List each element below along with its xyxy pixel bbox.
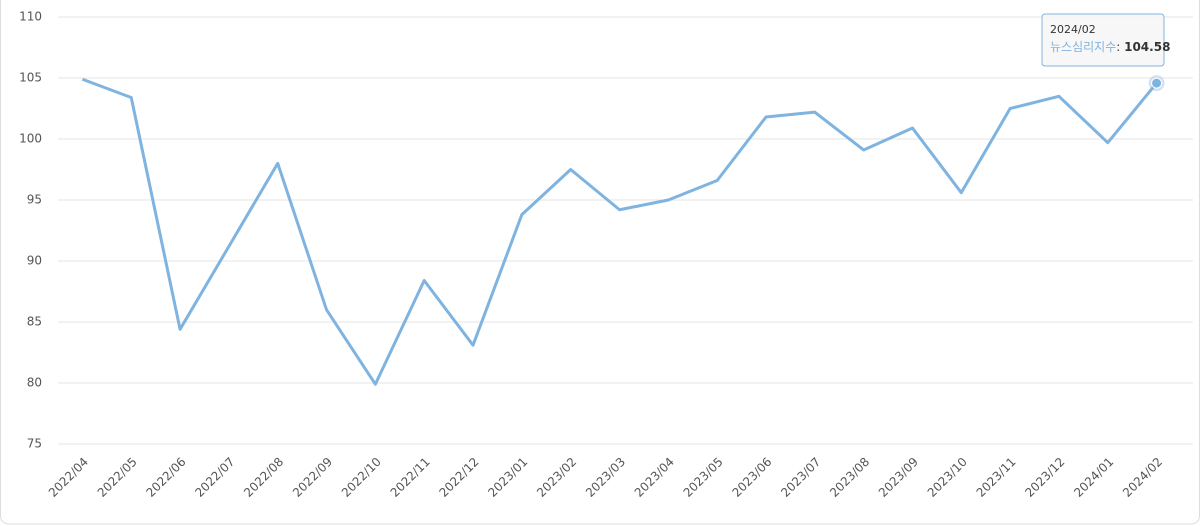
- y-tick-label: 105: [19, 71, 42, 85]
- tooltip-title: 2024/02: [1050, 23, 1096, 36]
- x-tick-label: 2023/12: [1022, 455, 1067, 500]
- x-tick-label: 2023/09: [876, 455, 921, 500]
- x-tick-label: 2023/01: [485, 455, 530, 500]
- x-tick-label: 2022/05: [95, 455, 140, 500]
- y-tick-label: 80: [27, 376, 42, 390]
- x-tick-label: 2022/09: [290, 455, 335, 500]
- tooltip-row: 뉴스심리지수: 104.58: [1050, 40, 1170, 54]
- x-tick-label: 2023/04: [632, 455, 677, 500]
- data-line: [81, 77, 1158, 386]
- x-tick-label: 2022/08: [241, 455, 286, 500]
- tooltip-sep: :: [1116, 40, 1124, 54]
- tooltip-series: 뉴스심리지수: [1050, 40, 1116, 54]
- x-tick-label: 2023/08: [827, 455, 872, 500]
- tooltip-box: [1041, 13, 1165, 67]
- y-tick-label: 95: [27, 193, 42, 207]
- y-tick-label: 85: [27, 315, 42, 329]
- y-tick-label: 100: [19, 132, 42, 146]
- x-tick-label: 2024/01: [1071, 455, 1116, 500]
- x-tick-label: 2023/11: [974, 455, 1019, 500]
- y-tick-label: 90: [27, 254, 42, 268]
- y-tick-label: 110: [19, 10, 42, 24]
- y-tick-label: 75: [27, 437, 42, 451]
- x-tick-label: 2023/06: [729, 455, 774, 500]
- x-tick-label: 2022/12: [436, 455, 481, 500]
- x-tick-label: 2022/10: [339, 455, 384, 500]
- x-tick-label: 2022/07: [192, 455, 237, 500]
- x-tick-label: 2023/02: [534, 455, 579, 500]
- x-tick-label: 2022/04: [46, 455, 91, 500]
- tooltip: 2024/02 뉴스심리지수: 104.58: [1041, 13, 1170, 67]
- x-tick-label: 2023/03: [583, 455, 628, 500]
- hover-point: [1151, 77, 1163, 89]
- x-tick-label: 2022/06: [144, 455, 189, 500]
- x-tick-label: 2024/02: [1120, 455, 1165, 500]
- x-tick-label: 2022/11: [388, 455, 433, 500]
- x-tick-label: 2023/07: [778, 455, 823, 500]
- x-tick-label: 2023/10: [925, 455, 970, 500]
- x-tick-label: 2023/05: [681, 455, 726, 500]
- tooltip-value: 104.58: [1124, 40, 1170, 54]
